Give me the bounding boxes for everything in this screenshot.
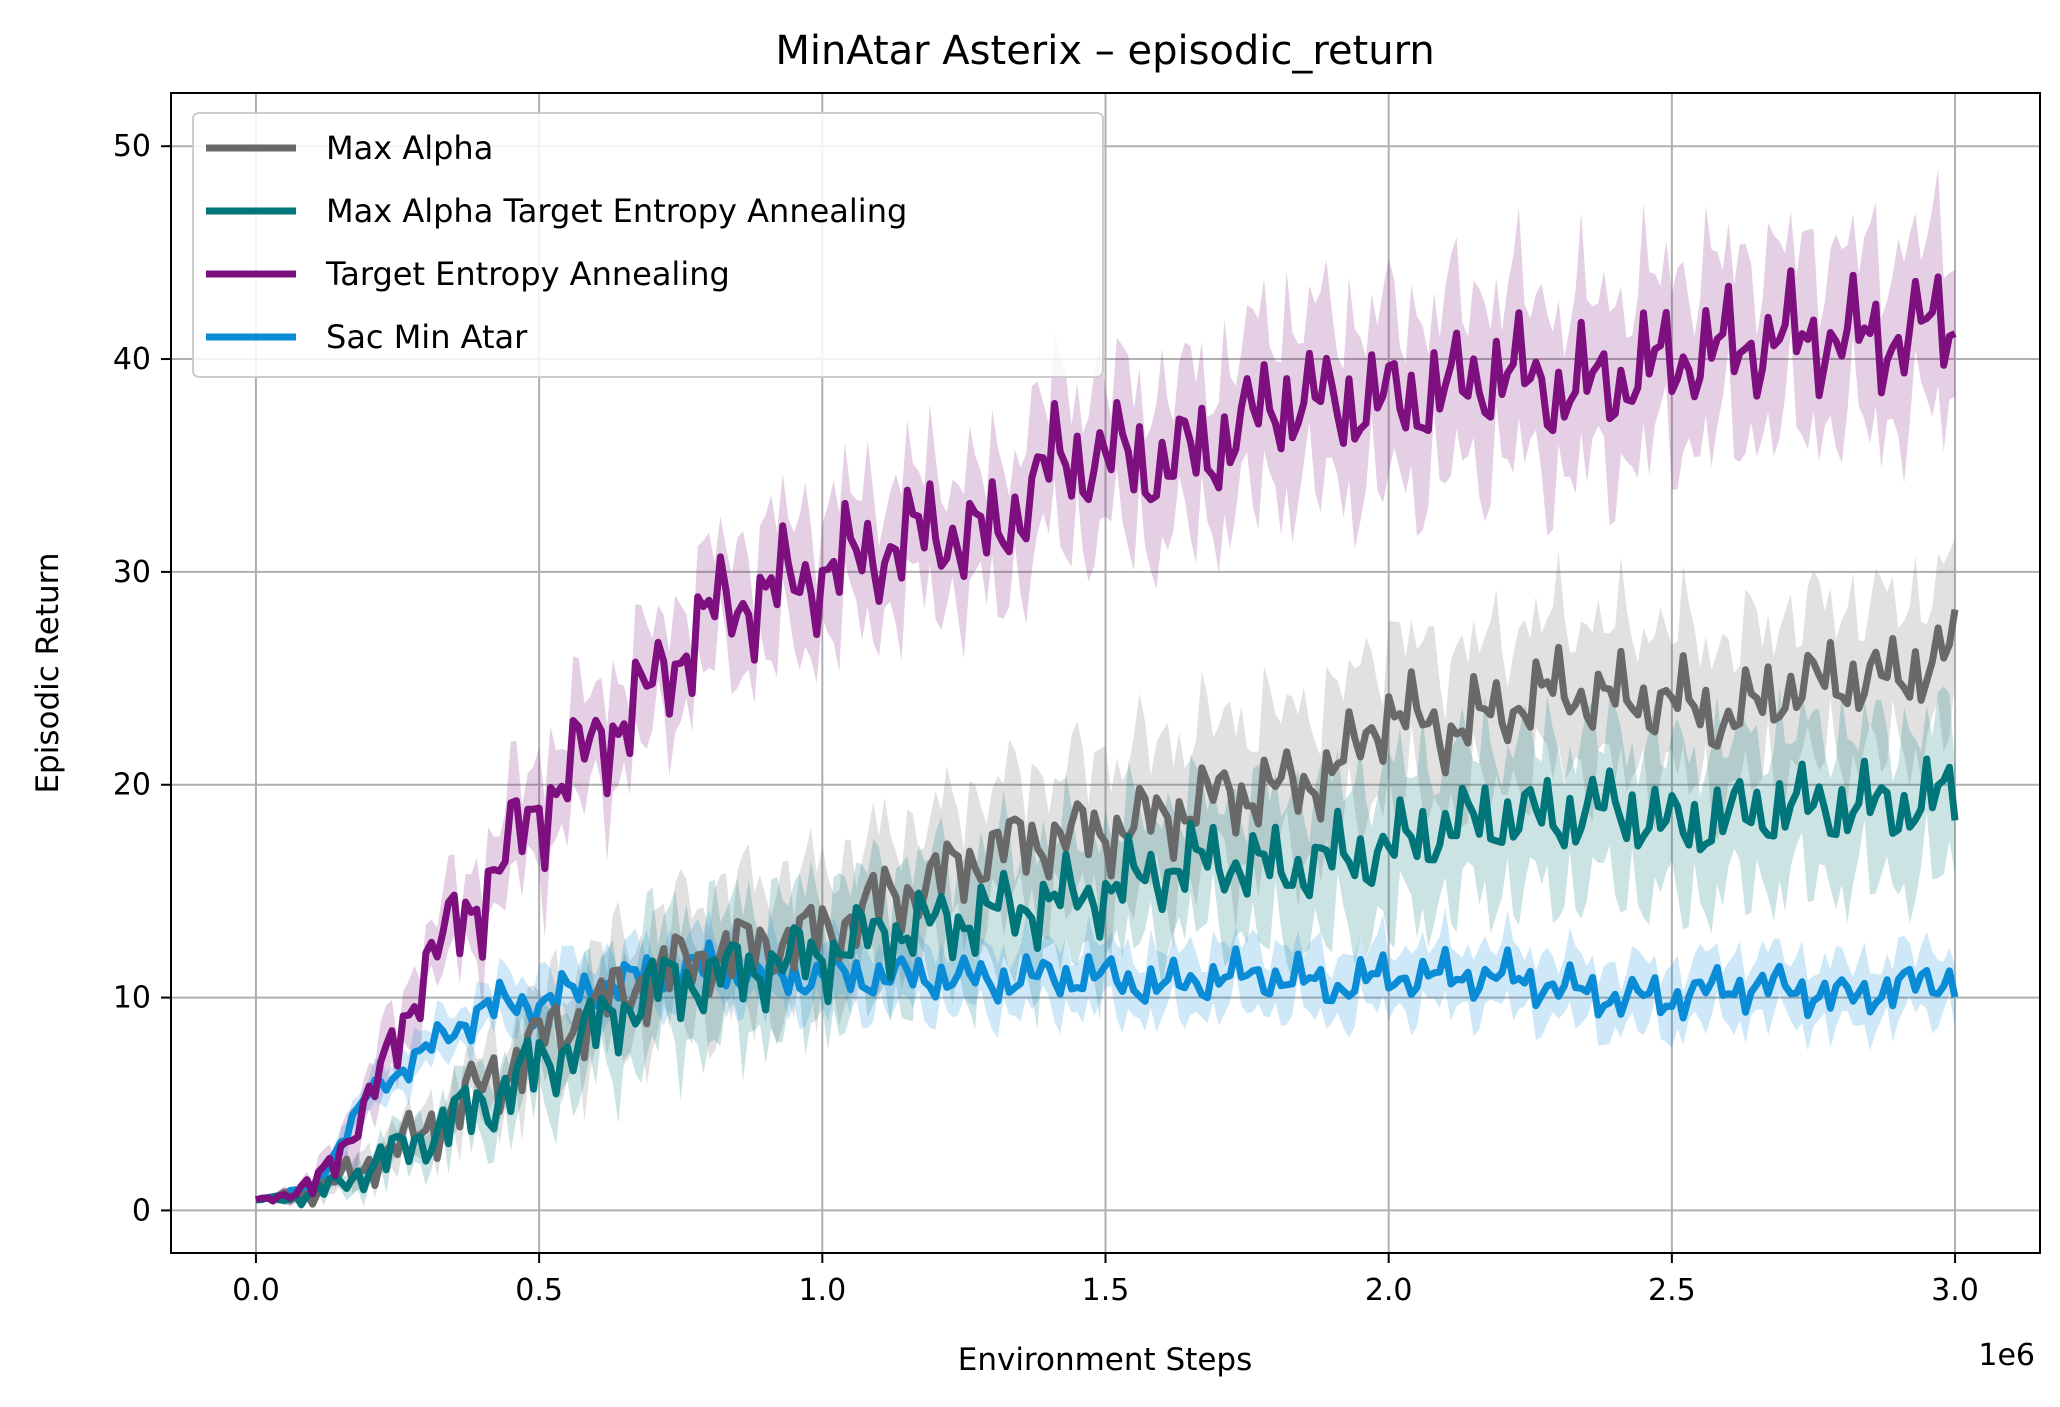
series-line — [255, 267, 1957, 1205]
x-tick-label: 0.0 — [232, 1273, 280, 1308]
legend-label: Sac Min Atar — [326, 318, 528, 356]
y-axis: 0 10 20 30 40 50 — [113, 129, 171, 1228]
series-lines — [255, 267, 1959, 1209]
x-tick-label: 2.5 — [1648, 1273, 1696, 1308]
series-band — [256, 168, 1955, 1207]
series-band — [256, 686, 1955, 1210]
x-tick-label: 0.5 — [515, 1273, 563, 1308]
legend-label: Max Alpha Target Entropy Annealing — [326, 192, 907, 230]
series-line — [255, 609, 1959, 1208]
y-tick-label: 50 — [113, 129, 151, 164]
x-tick-label: 1.0 — [798, 1273, 846, 1308]
y-axis-label: Episodic Return — [30, 552, 66, 793]
legend-label: Target Entropy Annealing — [325, 255, 730, 293]
x-axis-label: Environment Steps — [958, 1342, 1253, 1378]
legend-label: Max Alpha — [326, 129, 493, 167]
y-tick-label: 20 — [113, 768, 151, 803]
legend: Max Alpha Max Alpha Target Entropy Anneal… — [192, 112, 1104, 378]
chart-title: MinAtar Asterix – episodic_return — [775, 28, 1434, 74]
series-line — [255, 755, 1959, 1209]
x-axis-offset-label: 1e6 — [1978, 1338, 2035, 1373]
legend-box — [192, 112, 1104, 378]
x-tick-label: 2.0 — [1365, 1273, 1413, 1308]
y-tick-label: 10 — [113, 981, 151, 1016]
y-tick-label: 40 — [113, 342, 151, 377]
y-tick-label: 30 — [113, 555, 151, 590]
y-tick-label: 0 — [132, 1193, 151, 1228]
x-tick-label: 3.0 — [1931, 1273, 1979, 1308]
series-line — [255, 939, 1959, 1204]
x-tick-label: 1.5 — [1082, 1273, 1130, 1308]
x-axis: 0.0 0.5 1.0 1.5 2.0 2.5 3.0 — [232, 1253, 1979, 1308]
